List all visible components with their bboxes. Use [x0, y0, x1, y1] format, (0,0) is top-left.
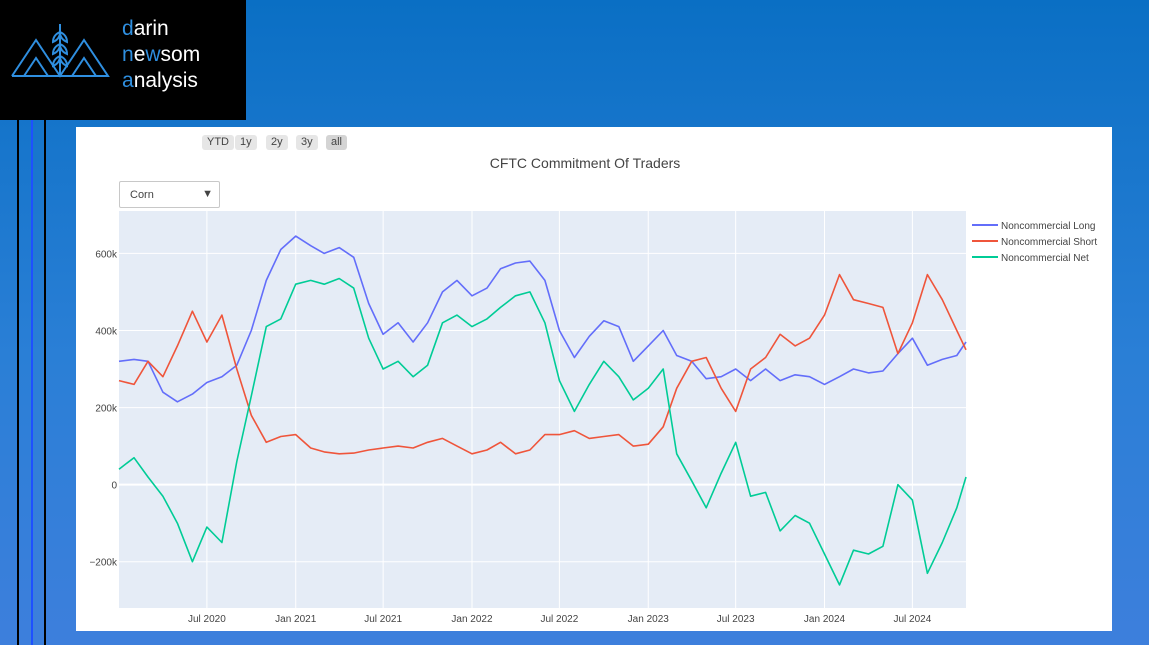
mountain-wheat-icon: [11, 24, 110, 78]
legend-label: Noncommercial Net: [1001, 253, 1089, 264]
x-tick-label: Jul 2021: [364, 614, 402, 625]
range-button-3y[interactable]: 3y: [296, 135, 318, 150]
logo-line-1: darin: [122, 17, 169, 40]
range-button-all[interactable]: all: [326, 135, 348, 150]
range-button-1y[interactable]: 1y: [235, 135, 257, 150]
chart-title: CFTC Commitment Of Traders: [490, 155, 681, 171]
chart-panel: YTD 1y 2y 3y all Jul 2020 Jan 2021 Jul 202…: [76, 127, 1112, 631]
x-tick-label: Jul 2024: [893, 614, 931, 625]
x-tick-label: Jan 2022: [451, 614, 493, 625]
y-tick-label: 400k: [95, 326, 118, 337]
brand-logo: darin newsom analysis: [0, 0, 246, 120]
decor-line: [17, 120, 19, 645]
series-line-1: [118, 235, 967, 403]
x-tick-label: Jan 2021: [275, 614, 317, 625]
decor-line: [44, 120, 46, 645]
series-line-3: [118, 277, 967, 586]
range-button-2y[interactable]: 2y: [266, 135, 288, 150]
range-button-ytd[interactable]: YTD: [202, 135, 234, 150]
commodity-dropdown[interactable]: Corn ▼: [119, 181, 220, 208]
y-tick-label: 600k: [95, 249, 118, 260]
series-line-2: [118, 273, 967, 455]
dropdown-value: Corn: [130, 189, 154, 201]
y-tick-label: 0: [111, 481, 117, 492]
x-tick-label: Jul 2022: [540, 614, 578, 625]
x-tick-label: Jan 2024: [804, 614, 846, 625]
logo-line-3: analysis: [122, 69, 198, 92]
x-tick-label: Jul 2023: [717, 614, 755, 625]
decor-line: [31, 120, 33, 645]
legend-label: Noncommercial Long: [1001, 221, 1096, 232]
y-tick-label: 200k: [95, 404, 118, 415]
logo-line-2: newsom: [122, 43, 201, 66]
x-tick-label: Jan 2023: [628, 614, 670, 625]
dropdown-arrow-icon: ▼: [202, 188, 213, 200]
x-tick-label: Jul 2020: [188, 614, 226, 625]
y-tick-label: −200k: [89, 558, 118, 569]
legend-label: Noncommercial Short: [1001, 237, 1097, 248]
plot-background: [119, 211, 966, 608]
cot-line-chart: Jul 2020 Jan 2021 Jul 2021 Jan 2022 Jul 2022…: [89, 155, 1097, 625]
